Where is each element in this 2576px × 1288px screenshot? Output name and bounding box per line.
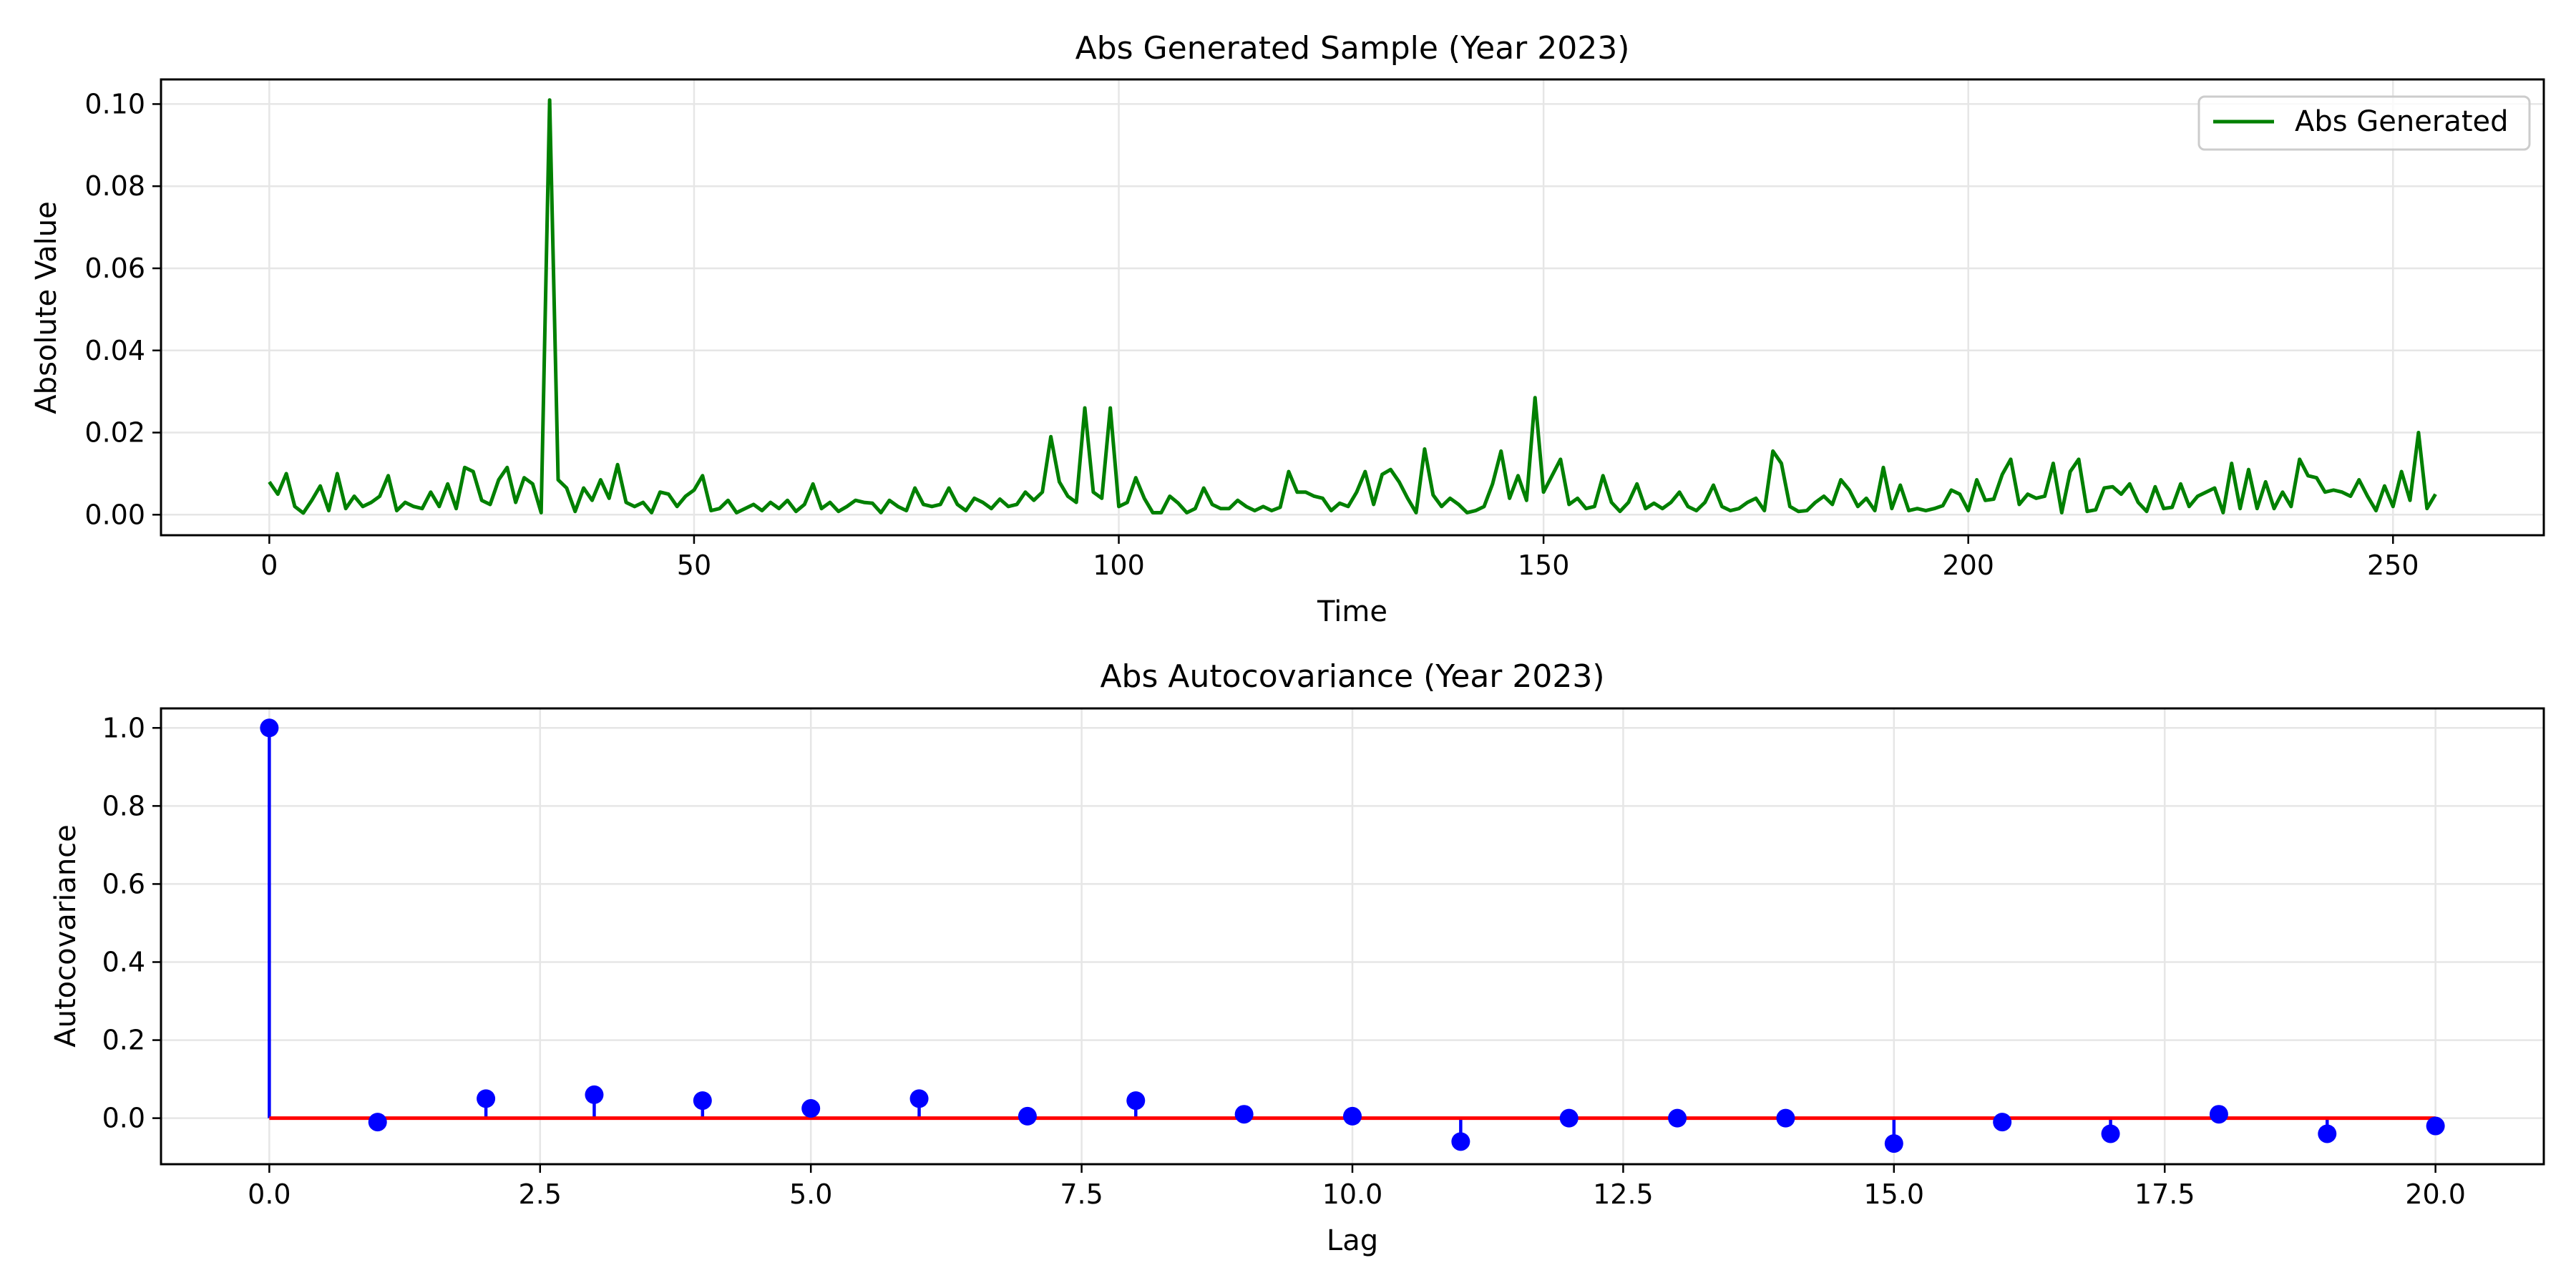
y-tick-label: 0.0 bbox=[102, 1103, 145, 1134]
stem-marker bbox=[909, 1089, 929, 1108]
stem-marker bbox=[1343, 1106, 1362, 1126]
stem-marker bbox=[2209, 1105, 2228, 1124]
series-layer bbox=[260, 718, 2445, 1153]
chart-title: Abs Generated Sample (Year 2023) bbox=[1075, 30, 1630, 67]
plot-frame bbox=[160, 78, 2545, 537]
x-tick-label: 150 bbox=[1518, 550, 1570, 581]
series-line bbox=[268, 98, 2437, 515]
stem-marker bbox=[2426, 1116, 2445, 1136]
stem-marker bbox=[477, 1089, 496, 1108]
stem-marker bbox=[1451, 1132, 1470, 1151]
stem-marker bbox=[1234, 1105, 1254, 1124]
y-axis-label: Absolute Value bbox=[30, 201, 63, 414]
stem-marker bbox=[801, 1099, 821, 1118]
legend-label: Abs Generated bbox=[2295, 105, 2509, 138]
stem-marker bbox=[1559, 1108, 1579, 1128]
y-tick-label: 0.04 bbox=[84, 335, 145, 366]
x-tick-label: 250 bbox=[2367, 550, 2419, 581]
x-tick-label: 12.5 bbox=[1593, 1179, 1654, 1210]
y-tick-label: 0.4 bbox=[102, 946, 145, 977]
stem-marker bbox=[368, 1113, 387, 1132]
stem-marker bbox=[1668, 1108, 1687, 1128]
stem-marker bbox=[1776, 1108, 1795, 1128]
x-tick-label: 0.0 bbox=[248, 1179, 291, 1210]
stem-marker bbox=[585, 1085, 604, 1104]
stem-marker bbox=[2318, 1124, 2337, 1143]
y-tick-label: 0.2 bbox=[102, 1025, 145, 1056]
x-axis-label: Lag bbox=[1327, 1224, 1378, 1257]
y-tick-label: 0.10 bbox=[84, 88, 145, 119]
legend-box bbox=[2197, 95, 2531, 151]
x-tick-label: 10.0 bbox=[1322, 1179, 1383, 1210]
y-tick-label: 0.08 bbox=[84, 170, 145, 202]
y-axis: 0.00 0.02 0.04 0.06 0.08 0.10 bbox=[84, 88, 161, 530]
stem-marker bbox=[1884, 1134, 1903, 1153]
stem-marker bbox=[260, 718, 279, 738]
chart-title: Abs Autocovariance (Year 2023) bbox=[1100, 658, 1604, 695]
x-tick-label: 20.0 bbox=[2405, 1179, 2466, 1210]
x-tick-label: 15.0 bbox=[1864, 1179, 1925, 1210]
y-axis: 0.0 0.2 0.4 0.6 0.8 1.0 bbox=[102, 712, 161, 1134]
x-tick-label: 2.5 bbox=[519, 1179, 562, 1210]
x-tick-label: 5.0 bbox=[789, 1179, 832, 1210]
stem-marker bbox=[1993, 1113, 2012, 1132]
x-axis: 0.0 2.5 5.0 7.5 10.0 12.5 15.0 17.5 20.0 bbox=[248, 1164, 2466, 1210]
y-axis-label: Autocovariance bbox=[49, 824, 82, 1048]
x-axis: 0 50 100 150 200 250 bbox=[260, 535, 2419, 581]
stem-marker bbox=[2101, 1124, 2120, 1143]
y-tick-label: 0.02 bbox=[84, 417, 145, 449]
y-tick-label: 0.06 bbox=[84, 253, 145, 284]
stem-marker bbox=[1018, 1106, 1037, 1126]
stem-marker bbox=[1126, 1091, 1146, 1111]
abs-autocovariance-chart: Abs Autocovariance (Year 2023) 0.0 2.5 5.0… bbox=[49, 658, 2545, 1257]
series-layer bbox=[268, 98, 2437, 515]
y-tick-label: 0.00 bbox=[84, 499, 145, 530]
stem-marker bbox=[693, 1091, 712, 1111]
y-tick-label: 0.6 bbox=[102, 868, 145, 899]
y-tick-label: 1.0 bbox=[102, 712, 145, 743]
x-axis-label: Time bbox=[1317, 595, 1387, 628]
x-tick-label: 200 bbox=[1942, 550, 1994, 581]
x-tick-label: 7.5 bbox=[1060, 1179, 1103, 1210]
x-tick-label: 50 bbox=[677, 550, 711, 581]
x-tick-label: 0 bbox=[260, 550, 278, 581]
legend: Abs Generated bbox=[2197, 95, 2531, 151]
x-tick-label: 100 bbox=[1093, 550, 1145, 581]
x-tick-label: 17.5 bbox=[2135, 1179, 2195, 1210]
y-tick-label: 0.8 bbox=[102, 790, 145, 821]
abs-generated-chart: Abs Generated Sample (Year 2023) 0 50 100 1… bbox=[30, 30, 2545, 628]
